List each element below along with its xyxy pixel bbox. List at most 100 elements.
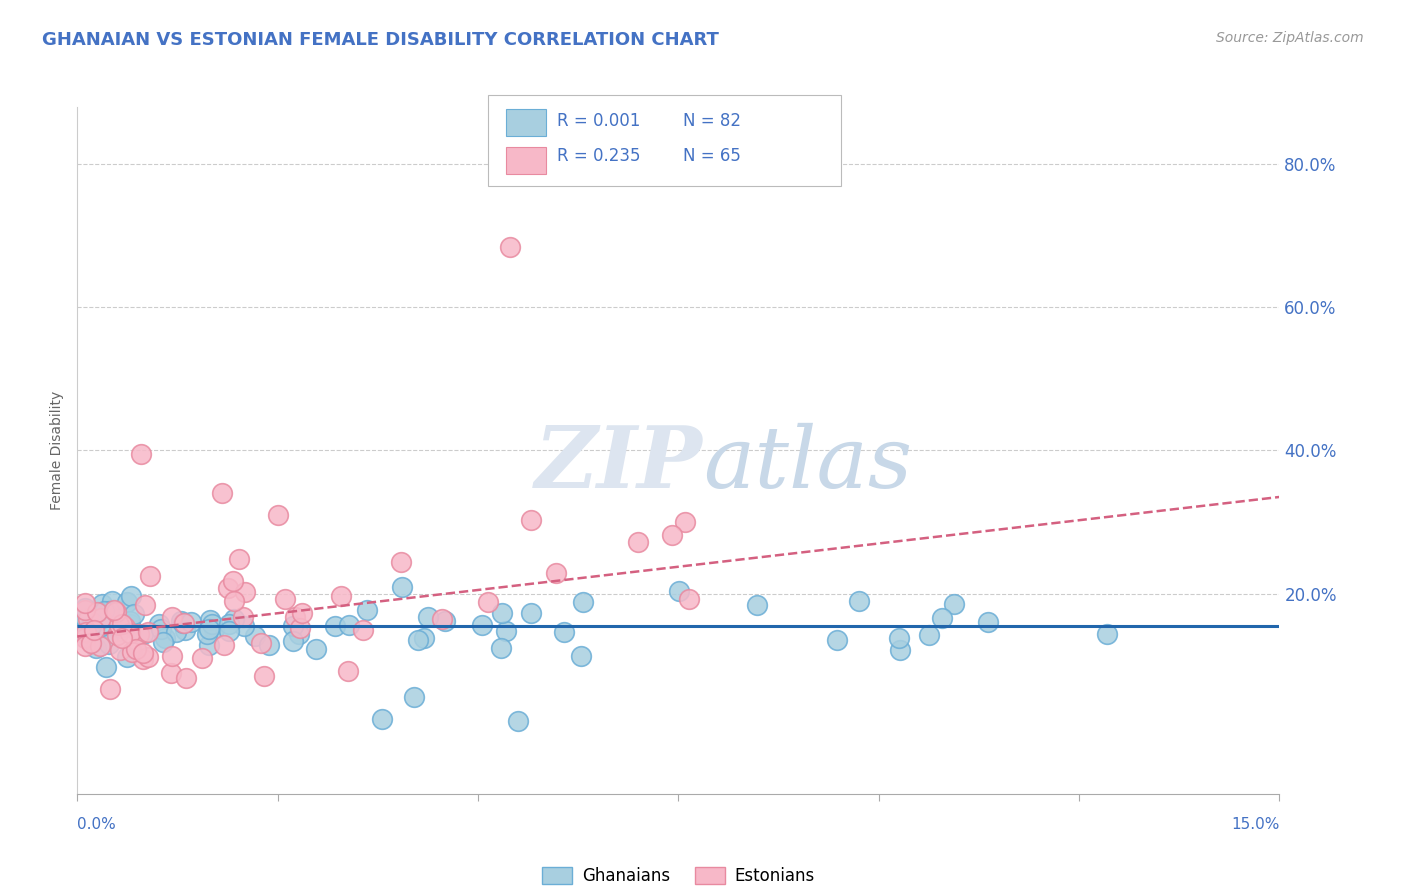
Point — [471, 617, 494, 632]
Point — [75, 624, 97, 639]
Point — [508, 714, 530, 728]
Point — [134, 599, 156, 613]
Point — [136, 625, 159, 640]
Point — [131, 447, 153, 461]
Point — [160, 610, 183, 624]
Point — [128, 626, 150, 640]
Point — [118, 617, 141, 632]
Point — [371, 712, 394, 726]
Point — [218, 624, 240, 638]
Point — [1095, 626, 1118, 640]
Point — [172, 615, 194, 630]
Point — [75, 596, 97, 610]
Text: 0.0%: 0.0% — [77, 817, 117, 831]
Point — [218, 617, 240, 632]
Point — [97, 637, 120, 651]
Point — [931, 611, 953, 625]
Point — [195, 627, 218, 641]
Point — [434, 614, 457, 628]
Point — [108, 642, 131, 657]
Point — [162, 649, 184, 664]
Point — [391, 580, 413, 594]
Point — [114, 620, 136, 634]
Point — [416, 609, 439, 624]
Point — [352, 623, 374, 637]
Point — [214, 638, 236, 652]
Point — [80, 636, 103, 650]
Point — [75, 620, 97, 634]
Point — [305, 641, 328, 656]
Point — [228, 552, 250, 566]
Point — [233, 585, 256, 599]
Point — [976, 615, 998, 629]
Text: ZIP: ZIP — [536, 422, 703, 506]
Point — [75, 639, 97, 653]
Point — [118, 626, 141, 640]
Point — [222, 612, 245, 626]
Point — [889, 643, 911, 657]
Point — [281, 619, 304, 633]
Point — [288, 626, 311, 640]
Point — [253, 669, 276, 683]
Point — [569, 648, 592, 663]
Point — [153, 632, 176, 646]
Point — [76, 630, 98, 644]
Point — [627, 535, 650, 549]
Point — [668, 584, 690, 599]
Point — [96, 660, 118, 674]
Point — [408, 633, 430, 648]
Point — [356, 603, 378, 617]
Point — [430, 612, 453, 626]
Point — [120, 589, 142, 603]
Point — [173, 615, 195, 630]
Point — [150, 623, 173, 637]
Point — [337, 617, 360, 632]
Point — [115, 595, 138, 609]
Point — [111, 631, 134, 645]
Point — [202, 622, 225, 636]
Point — [82, 615, 104, 629]
Point — [232, 609, 254, 624]
Point — [87, 613, 110, 627]
Point — [337, 664, 360, 678]
Point — [110, 621, 132, 635]
Point — [224, 594, 246, 608]
Point — [243, 629, 266, 643]
Point — [75, 613, 97, 627]
Point — [323, 619, 346, 633]
Point — [201, 617, 224, 632]
Point — [180, 615, 202, 629]
Text: 15.0%: 15.0% — [1232, 817, 1279, 831]
Point — [77, 612, 100, 626]
Point — [520, 513, 543, 527]
Point — [96, 620, 118, 634]
Point — [491, 606, 513, 620]
Text: GHANAIAN VS ESTONIAN FEMALE DISABILITY CORRELATION CHART: GHANAIAN VS ESTONIAN FEMALE DISABILITY C… — [42, 31, 718, 49]
Point — [661, 528, 683, 542]
Point — [190, 650, 212, 665]
Point — [121, 645, 143, 659]
Point — [96, 606, 118, 620]
Point — [918, 628, 941, 642]
Point — [274, 591, 297, 606]
Point — [132, 652, 155, 666]
Point — [75, 632, 97, 646]
Point — [267, 508, 290, 522]
Point — [678, 591, 700, 606]
Point — [848, 594, 870, 608]
Point — [217, 582, 239, 596]
Point — [250, 636, 273, 650]
Point — [90, 598, 112, 612]
Text: N = 65: N = 65 — [683, 147, 741, 165]
Legend: Ghanaians, Estonians: Ghanaians, Estonians — [536, 861, 821, 892]
Point — [174, 671, 197, 685]
Point — [98, 682, 121, 697]
Point — [489, 640, 512, 655]
Point — [170, 614, 193, 628]
Point — [281, 634, 304, 648]
Y-axis label: Female Disability: Female Disability — [51, 391, 65, 510]
Point — [291, 606, 314, 620]
Point — [122, 607, 145, 621]
Point — [165, 625, 187, 640]
Point — [477, 595, 499, 609]
